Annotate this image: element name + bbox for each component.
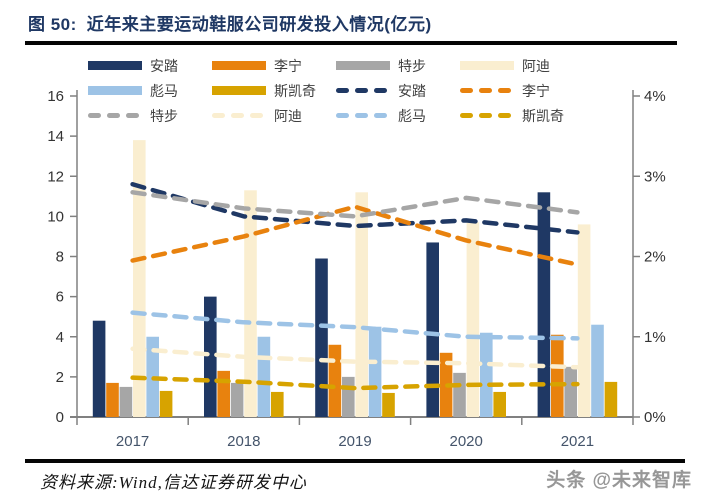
legend-label: 特步 (150, 107, 178, 124)
gray-dash-swatch (88, 113, 142, 118)
left-axis-tick-label: 8 (56, 249, 64, 266)
gold-dash-swatch (460, 113, 514, 118)
figure-number: 图 50: (28, 15, 77, 34)
bar-安踏 (315, 258, 328, 417)
bar-特步 (342, 376, 355, 417)
lightblue-dash-swatch (336, 113, 390, 118)
line-安踏 (130, 182, 580, 235)
legend-item-彪马-bar: 彪马 (88, 81, 212, 101)
line-李宁 (130, 204, 580, 267)
left-axis-tick-label: 16 (47, 88, 64, 105)
source-note: 资料来源:Wind,信达证券研发中心 (40, 473, 307, 492)
right-axis-tick-label: 0% (644, 409, 666, 426)
bar-斯凯奇 (271, 391, 284, 417)
x-axis-year-label: 2018 (227, 433, 260, 450)
bar-阿迪 (577, 224, 591, 417)
bar-李宁 (217, 370, 230, 417)
bar-安踏 (426, 242, 439, 417)
title-divider (25, 41, 677, 45)
x-axis-year-label: 2017 (116, 433, 149, 450)
combo-bar-line-chart: 0 2 4 6 8 10 12 14 16 0% 1% 2% 3% 4% 2017 2018 2019 2020 2… (47, 88, 666, 450)
bar-特步 (564, 366, 577, 417)
bar-安踏 (537, 192, 551, 417)
navy-dash-swatch (336, 88, 390, 93)
legend-item-斯凯奇-dash: 斯凯奇 (460, 106, 584, 126)
bar-特步 (119, 386, 133, 417)
right-axis-tick-label: 4% (644, 88, 666, 105)
legend-label: 阿迪 (522, 57, 550, 74)
legend-label: 斯凯奇 (522, 107, 564, 124)
footer-divider (25, 459, 685, 463)
left-axis-tick-label: 12 (47, 168, 64, 185)
left-axis-tick-label: 14 (47, 128, 64, 145)
cream-dash-swatch (212, 113, 266, 118)
cream-bar-swatch (460, 61, 514, 70)
legend-label: 安踏 (150, 57, 178, 74)
left-axis-tick-label: 0 (56, 409, 64, 426)
watermark: 头条 @未来智库 (546, 470, 692, 491)
bar-阿迪 (133, 140, 146, 417)
line-斯凯奇 (130, 375, 580, 391)
bar-斯凯奇 (493, 391, 506, 417)
bar-彪马 (480, 332, 493, 417)
legend-label: 李宁 (274, 57, 302, 74)
lightblue-bar-swatch (88, 86, 142, 95)
orange-bar-swatch (212, 61, 266, 70)
legend-item-特步-bar: 特步 (336, 56, 460, 76)
line-彪马 (130, 310, 580, 341)
x-axis-year-label: 2019 (338, 433, 371, 450)
legend-item-斯凯奇-bar: 斯凯奇 (212, 81, 336, 101)
left-axis-tick-label: 4 (56, 329, 64, 346)
legend-label: 彪马 (150, 82, 178, 99)
bar-特步 (230, 382, 244, 417)
chart-legend: 安踏 李宁 特步 阿迪 彪马 斯凯奇 安踏 李宁 特步 阿迪 彪马 斯凯奇 (88, 53, 584, 128)
bar-彪马 (591, 324, 604, 417)
orange-dash-swatch (460, 88, 514, 93)
bar-阿迪 (466, 222, 480, 417)
left-axis-tick-label: 10 (47, 208, 64, 225)
legend-label: 安踏 (398, 82, 426, 99)
legend-label: 特步 (398, 57, 426, 74)
legend-label: 斯凯奇 (274, 82, 316, 99)
bar-彪马 (257, 336, 271, 417)
left-axis-tick-label: 2 (56, 369, 64, 386)
gold-bar-swatch (212, 86, 266, 95)
legend-label: 李宁 (522, 82, 550, 99)
navy-bar-swatch (88, 61, 142, 70)
right-axis-tick-label: 1% (644, 329, 666, 346)
left-axis-tick-label: 6 (56, 289, 64, 306)
legend-item-安踏-bar: 安踏 (88, 56, 212, 76)
legend-item-安踏-dash: 安踏 (336, 81, 460, 101)
bar-李宁 (106, 382, 119, 417)
bar-李宁 (551, 334, 564, 417)
line-特步 (130, 190, 580, 219)
line-阿迪 (130, 346, 580, 370)
bar-彪马 (368, 326, 382, 417)
gray-bar-swatch (336, 61, 390, 70)
bar-特步 (453, 372, 466, 417)
bar-安踏 (92, 320, 106, 417)
bar-斯凯奇 (159, 390, 173, 417)
bar-斯凯奇 (382, 392, 395, 417)
legend-item-特步-dash: 特步 (88, 106, 212, 126)
figure-title: 图 50: 近年来主要运动鞋服公司研发投入情况(亿元) (28, 10, 432, 35)
legend-item-阿迪-bar: 阿迪 (460, 56, 584, 76)
figure-title-text: 近年来主要运动鞋服公司研发投入情况(亿元) (86, 15, 432, 34)
right-axis-tick-label: 2% (644, 249, 666, 266)
legend-item-彪马-dash: 彪马 (336, 106, 460, 126)
bar-安踏 (204, 296, 217, 417)
legend-item-阿迪-dash: 阿迪 (212, 106, 336, 126)
x-axis-year-label: 2021 (561, 433, 594, 450)
bar-阿迪 (244, 190, 257, 417)
legend-label: 阿迪 (274, 107, 302, 124)
x-axis-year-label: 2020 (450, 433, 483, 450)
bar-李宁 (328, 344, 342, 417)
right-axis-tick-label: 3% (644, 168, 666, 185)
legend-item-李宁-dash: 李宁 (460, 81, 584, 101)
legend-item-李宁-bar: 李宁 (212, 56, 336, 76)
legend-label: 彪马 (398, 107, 426, 124)
bar-斯凯奇 (604, 381, 618, 417)
